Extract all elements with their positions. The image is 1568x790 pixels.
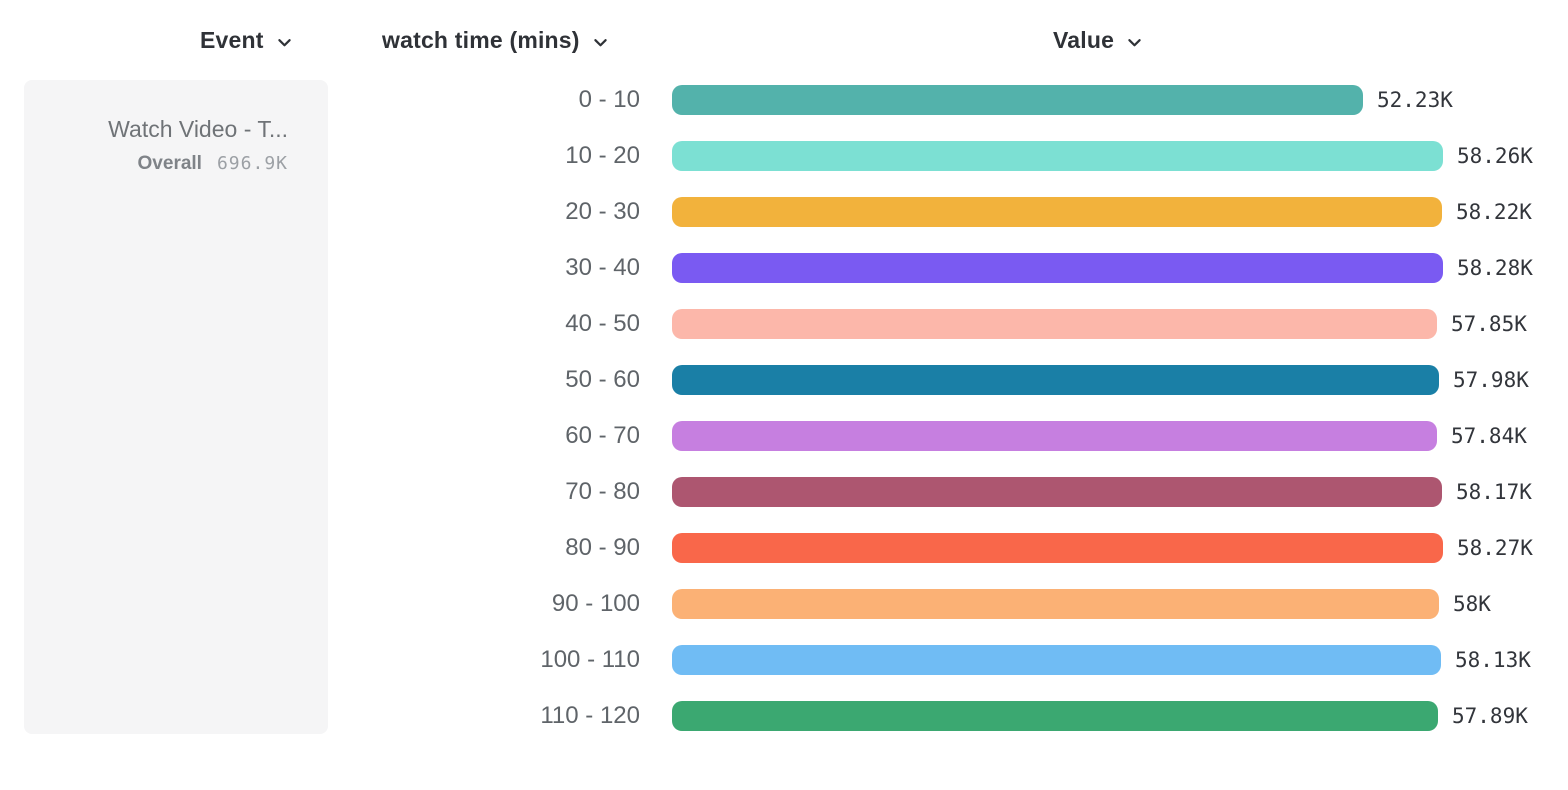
category-label: 80 - 90 bbox=[565, 534, 640, 561]
value-dropdown[interactable]: Value bbox=[1053, 27, 1143, 54]
bar-row: 30 - 40 58.28K bbox=[0, 240, 1568, 296]
category-label: 90 - 100 bbox=[551, 590, 640, 617]
overall-value: 696.9K bbox=[216, 153, 288, 174]
value-label: 58K bbox=[1453, 592, 1491, 616]
chevron-down-icon bbox=[1126, 34, 1143, 51]
category-label: 70 - 80 bbox=[565, 478, 640, 505]
category-label: 100 - 110 bbox=[540, 646, 640, 673]
bar[interactable] bbox=[672, 421, 1437, 451]
value-label: 58.26K bbox=[1457, 144, 1533, 168]
breakdown-dropdown-label: watch time (mins) bbox=[382, 27, 580, 53]
value-label: 58.13K bbox=[1455, 648, 1531, 672]
bar-row: 40 - 50 57.85K bbox=[0, 296, 1568, 352]
bar[interactable] bbox=[672, 365, 1439, 395]
bar-row: 50 - 60 57.98K bbox=[0, 352, 1568, 408]
value-label: 57.84K bbox=[1451, 424, 1527, 448]
category-label: 0 - 10 bbox=[578, 86, 640, 113]
category-label: 10 - 20 bbox=[565, 142, 640, 169]
chevron-down-icon bbox=[276, 34, 293, 51]
category-label: 60 - 70 bbox=[565, 422, 640, 449]
breakdown-dropdown[interactable]: watch time (mins) bbox=[382, 27, 609, 54]
bar[interactable] bbox=[672, 197, 1442, 227]
category-label: 40 - 50 bbox=[565, 310, 640, 337]
bar-row: 60 - 70 57.84K bbox=[0, 408, 1568, 464]
event-dropdown[interactable]: Event bbox=[200, 27, 293, 54]
category-label: 50 - 60 bbox=[565, 366, 640, 393]
value-label: 58.28K bbox=[1457, 256, 1533, 280]
value-label: 58.27K bbox=[1457, 536, 1533, 560]
bar-row: 10 - 20 58.26K bbox=[0, 128, 1568, 184]
value-label: 58.22K bbox=[1456, 200, 1532, 224]
value-label: 57.85K bbox=[1451, 312, 1527, 336]
event-name: Watch Video - T... bbox=[108, 116, 288, 142]
bar-chart: 0 - 10 52.23K 10 - 20 58.26K 20 - 30 58.… bbox=[0, 72, 1568, 744]
value-label: 57.89K bbox=[1452, 704, 1528, 728]
bar[interactable] bbox=[672, 645, 1441, 675]
event-summary-card[interactable]: Watch Video - T... Overall 696.9K bbox=[24, 80, 328, 734]
bar[interactable] bbox=[672, 533, 1443, 563]
event-dropdown-label: Event bbox=[200, 27, 264, 53]
chevron-down-icon bbox=[592, 34, 609, 51]
bar[interactable] bbox=[672, 477, 1442, 507]
bar[interactable] bbox=[672, 701, 1438, 731]
overall-row: Overall 696.9K bbox=[40, 153, 288, 175]
bar[interactable] bbox=[672, 309, 1437, 339]
category-label: 30 - 40 bbox=[565, 254, 640, 281]
value-label: 52.23K bbox=[1377, 88, 1453, 112]
bar-row: 110 - 120 57.89K bbox=[0, 688, 1568, 744]
bar-row: 0 - 10 52.23K bbox=[0, 72, 1568, 128]
bar-row: 90 - 100 58K bbox=[0, 576, 1568, 632]
value-dropdown-label: Value bbox=[1053, 27, 1115, 53]
bar-row: 80 - 90 58.27K bbox=[0, 520, 1568, 576]
overall-label: Overall bbox=[137, 153, 202, 174]
bar-row: 100 - 110 58.13K bbox=[0, 632, 1568, 688]
category-label: 20 - 30 bbox=[565, 198, 640, 225]
value-label: 58.17K bbox=[1456, 480, 1532, 504]
bar[interactable] bbox=[672, 85, 1363, 115]
value-label: 57.98K bbox=[1453, 368, 1529, 392]
bar-row: 20 - 30 58.22K bbox=[0, 184, 1568, 240]
bar[interactable] bbox=[672, 253, 1443, 283]
bar[interactable] bbox=[672, 589, 1439, 619]
bar-row: 70 - 80 58.17K bbox=[0, 464, 1568, 520]
category-label: 110 - 120 bbox=[540, 702, 640, 729]
bar[interactable] bbox=[672, 141, 1443, 171]
